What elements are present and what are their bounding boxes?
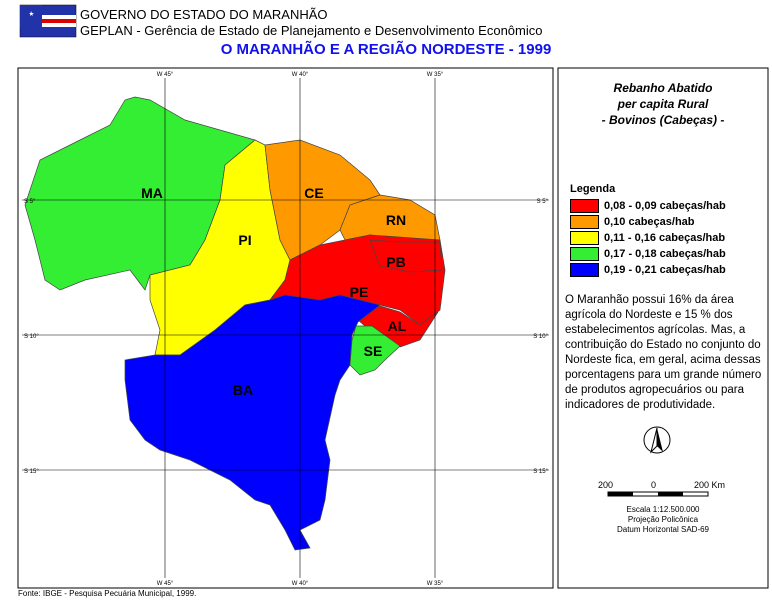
state-label: CE xyxy=(304,185,323,201)
logo xyxy=(19,4,77,38)
scale-line: Projeção Policônica xyxy=(627,515,699,524)
legend-item: 0,17 - 0,18 cabeças/hab xyxy=(570,246,726,262)
header-line: GOVERNO DO ESTADO DO MARANHÃO xyxy=(80,7,328,22)
panel-text: O Maranhão possui 16% da área agrícola d… xyxy=(565,294,762,411)
scale-line: Datum Horizontal SAD-69 xyxy=(616,525,710,534)
legend: 0,08 - 0,09 cabeças/hab 0,10 cabeças/hab 0… xyxy=(570,198,726,278)
legend-label: 0,08 - 0,09 cabeças/hab xyxy=(604,200,726,212)
state xyxy=(124,294,381,551)
scale-bar xyxy=(607,491,709,497)
scale-label: 200 xyxy=(598,480,614,490)
state-label: PE xyxy=(350,284,369,300)
map: MA PI CE RN PE PB AL BA SE xyxy=(24,96,446,551)
lat-label: S 10° xyxy=(533,334,548,340)
lat-label: S 15° xyxy=(533,469,548,475)
state-label: MA xyxy=(141,185,163,201)
lat-label: S 5° xyxy=(24,199,36,205)
state-label: SE xyxy=(364,343,383,359)
panel-title: Rebanho Abatido per capita Rural - Bovin… xyxy=(558,80,768,128)
legend-item: 0,08 - 0,09 cabeças/hab xyxy=(570,198,726,214)
state-label: BA xyxy=(233,382,253,398)
legend-swatch xyxy=(570,215,599,229)
map-frame xyxy=(17,67,554,589)
scale-line: Escala 1:12.500.000 xyxy=(626,505,700,514)
header-line: GEPLAN - Gerência de Estado de Planejame… xyxy=(80,23,543,38)
legend-item: 0,10 cabeças/hab xyxy=(570,214,726,230)
lon-label: W 40° xyxy=(292,581,309,587)
legend-swatch xyxy=(570,231,599,245)
legend-label: 0,11 - 0,16 cabeças/hab xyxy=(604,232,726,244)
scale-label: 0 xyxy=(651,480,657,490)
graticule-labels: W 45° W 40° W 35° W 45° W 40° W 35° S 5°… xyxy=(24,72,549,587)
legend-swatch xyxy=(570,263,599,277)
panel-title-line: Rebanho Abatido xyxy=(613,81,713,95)
legend-swatch xyxy=(570,247,599,261)
lon-label: W 40° xyxy=(292,72,309,78)
state-label: RN xyxy=(386,212,406,228)
state-label: PB xyxy=(386,254,405,270)
lat-label: S 5° xyxy=(537,199,549,205)
lat-label: S 10° xyxy=(24,334,39,340)
state xyxy=(349,325,401,376)
lat-label: S 15° xyxy=(24,469,39,475)
legend-label: 0,17 - 0,18 cabeças/hab xyxy=(604,248,726,260)
legend-item: 0,11 - 0,16 cabeças/hab xyxy=(570,230,726,246)
state-label: AL xyxy=(388,318,407,334)
state xyxy=(369,239,443,273)
lon-label: W 35° xyxy=(427,72,444,78)
title: O MARANHÃO E A REGIÃO NORDESTE - 1999 xyxy=(220,41,552,58)
scale-label: 200 Km xyxy=(694,480,726,490)
scale-info: Escala 1:12.500.000 Projeção Policônica … xyxy=(558,505,768,535)
lon-label: W 35° xyxy=(427,581,444,587)
graticule xyxy=(22,78,549,578)
lon-label: W 45° xyxy=(157,581,174,587)
legend-title: Legenda xyxy=(570,183,616,195)
north-arrow xyxy=(643,426,671,454)
panel-title-line: per capita Rural xyxy=(617,97,709,111)
state-label: PI xyxy=(238,232,251,248)
footer: Fonte: IBGE - Pesquisa Pecuária Municipa… xyxy=(18,589,197,598)
legend-swatch xyxy=(570,199,599,213)
panel-frame xyxy=(557,67,769,589)
lon-label: W 45° xyxy=(157,72,174,78)
legend-item: 0,19 - 0,21 cabeças/hab xyxy=(570,262,726,278)
legend-label: 0,10 cabeças/hab xyxy=(604,216,695,228)
legend-label: 0,19 - 0,21 cabeças/hab xyxy=(604,264,726,276)
panel-title-line: - Bovinos (Cabeças) - xyxy=(601,113,725,127)
